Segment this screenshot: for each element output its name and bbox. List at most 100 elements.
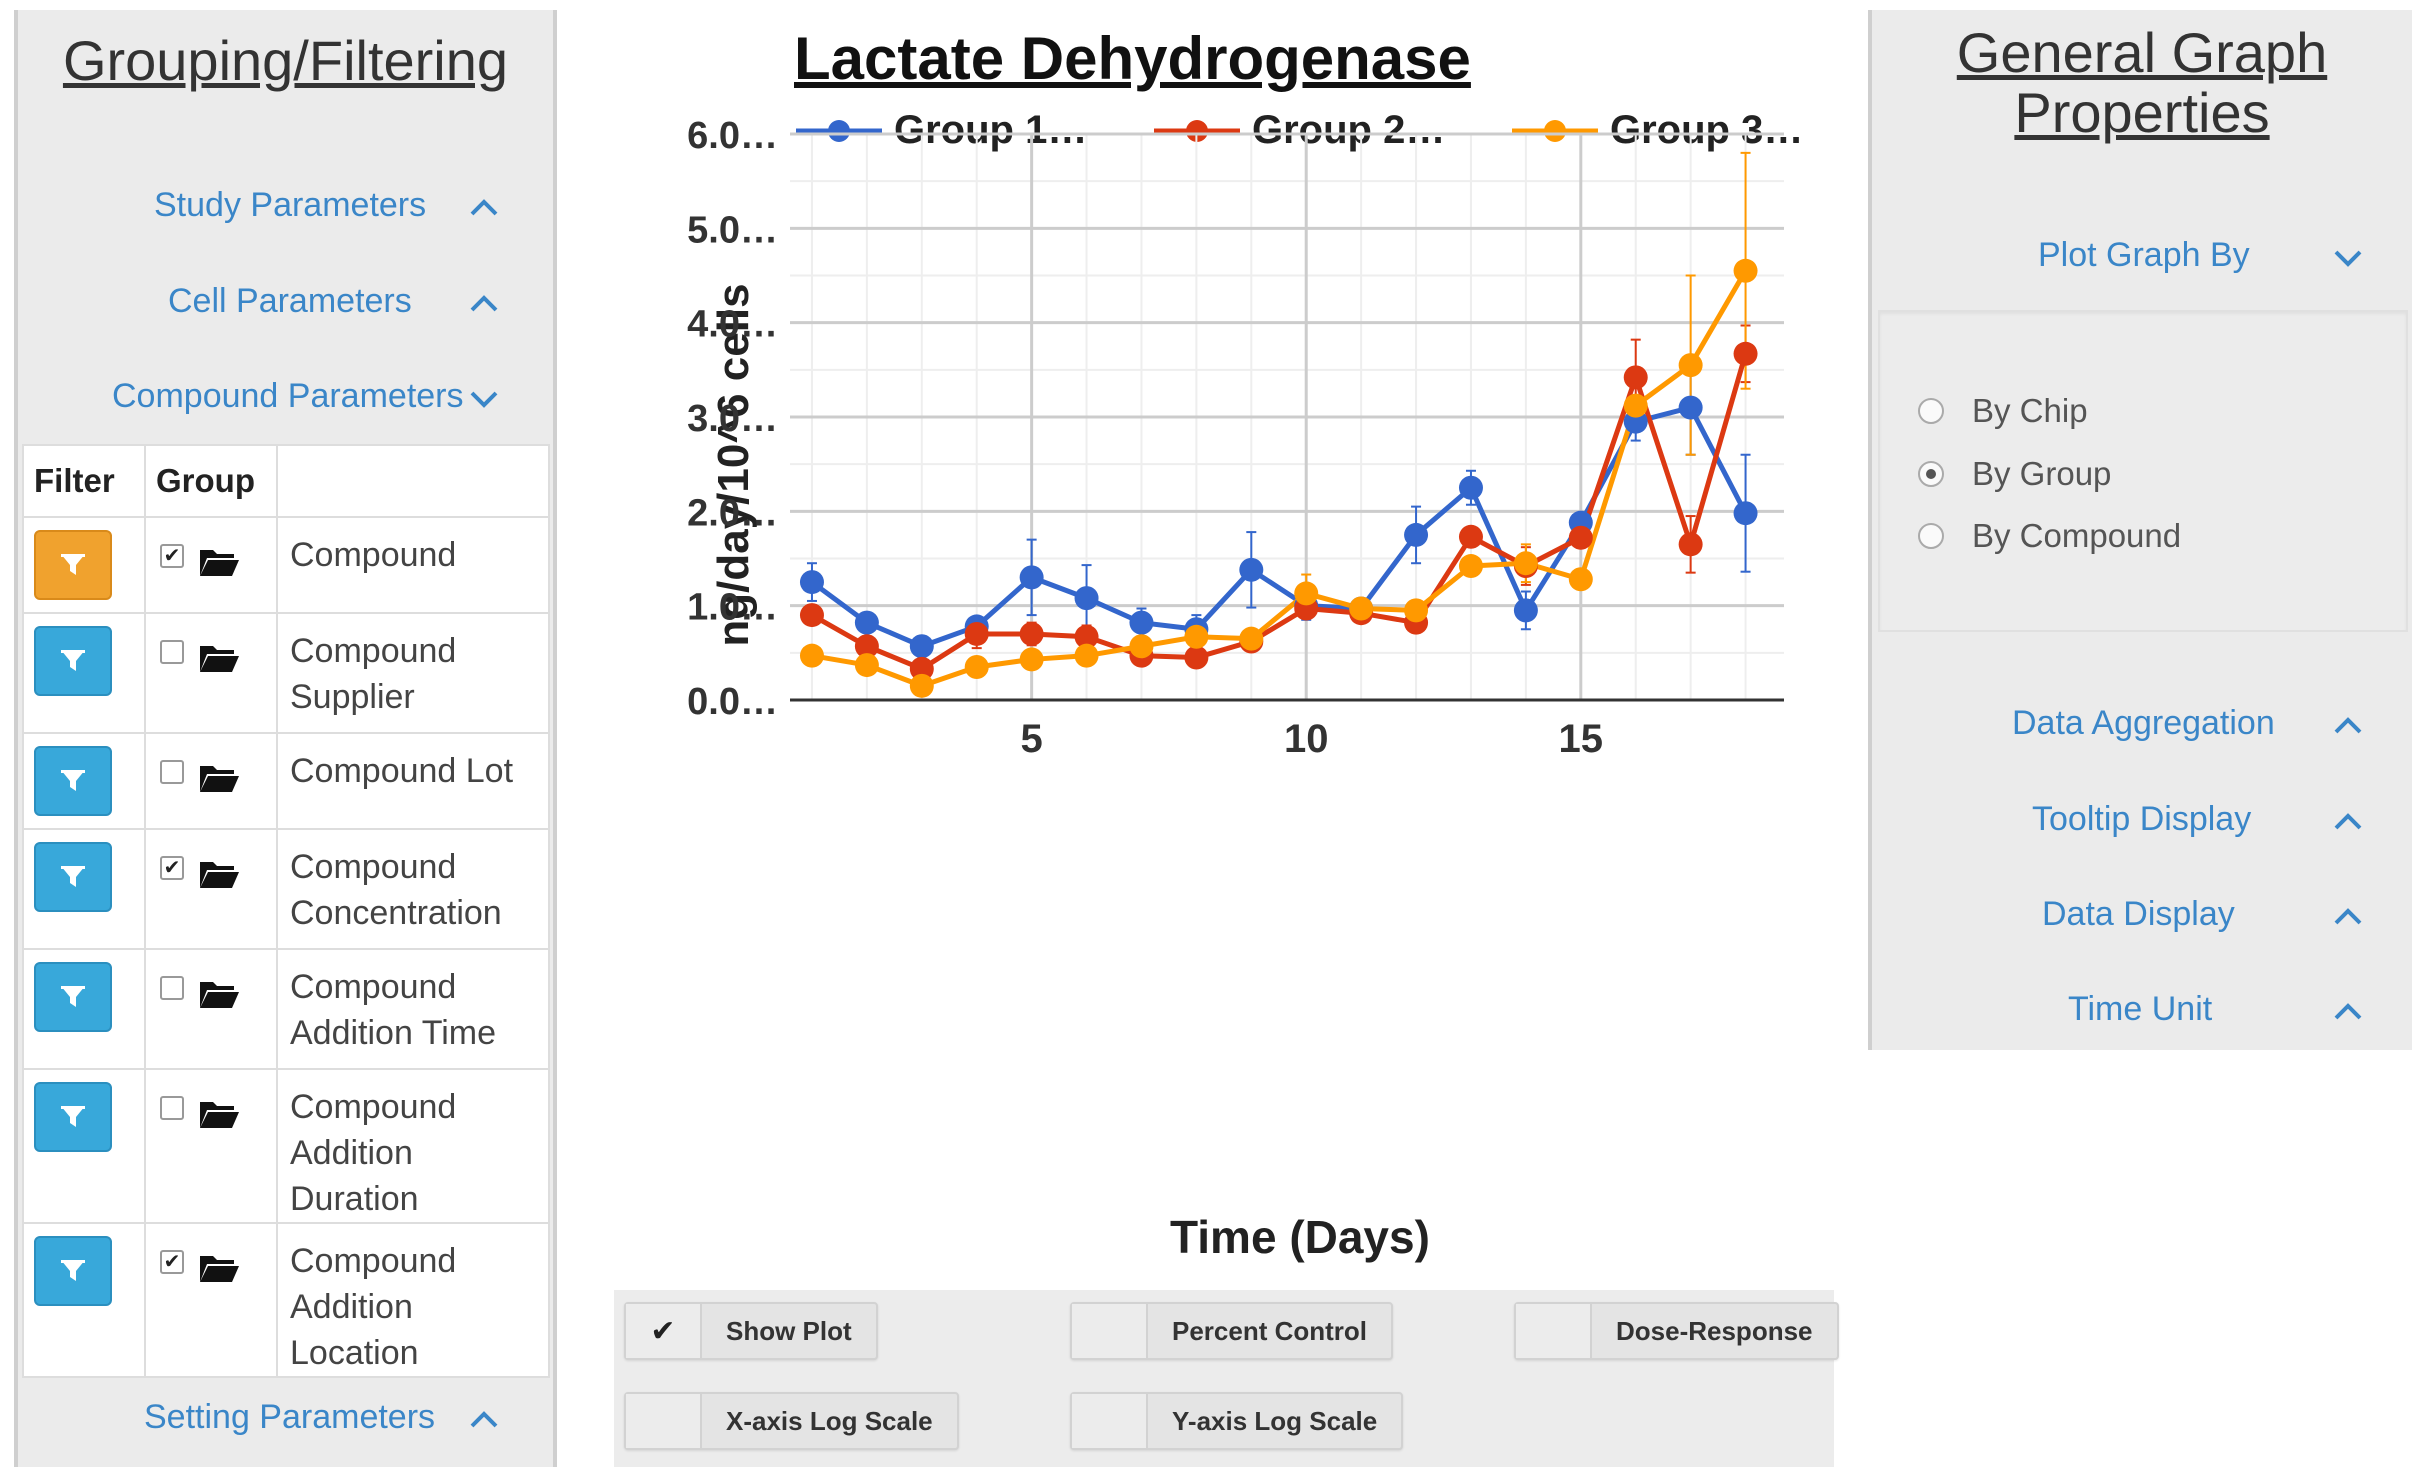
data-point-group-2[interactable] bbox=[1074, 624, 1099, 649]
accordion-label: Tooltip Display bbox=[2032, 800, 2252, 838]
data-point-group-1[interactable] bbox=[909, 634, 934, 659]
data-point-group-3[interactable] bbox=[1458, 554, 1483, 579]
data-point-group-3[interactable] bbox=[1019, 647, 1044, 672]
data-point-group-3[interactable] bbox=[1568, 567, 1593, 592]
group-checkbox[interactable] bbox=[160, 640, 184, 664]
data-point-group-2[interactable] bbox=[1568, 525, 1593, 550]
radio-icon[interactable] bbox=[1918, 461, 1944, 487]
data-point-group-3[interactable] bbox=[1733, 258, 1758, 283]
data-point-group-3[interactable] bbox=[1184, 624, 1209, 649]
data-point-group-3[interactable] bbox=[799, 643, 824, 668]
data-point-group-3[interactable] bbox=[1678, 353, 1703, 378]
accordion-time-unit[interactable]: Time Unit bbox=[1872, 990, 2412, 1050]
group-checkbox[interactable]: ✔ bbox=[160, 544, 184, 568]
radio-icon[interactable] bbox=[1918, 523, 1944, 549]
accordion-label: Cell Parameters bbox=[168, 282, 412, 320]
data-point-group-2[interactable] bbox=[1458, 524, 1483, 549]
data-point-group-2[interactable] bbox=[1019, 621, 1044, 646]
filter-icon bbox=[61, 1260, 85, 1281]
data-point-group-3[interactable] bbox=[909, 673, 934, 698]
x-axis-log-scale-checkbox[interactable] bbox=[626, 1394, 702, 1448]
data-point-group-2[interactable] bbox=[909, 656, 934, 681]
y-axis-log-scale-toggle[interactable]: Y-axis Log Scale bbox=[1070, 1392, 1404, 1450]
parameter-name: Compound Addition Duration bbox=[276, 1068, 550, 1224]
accordion-tooltip-display[interactable]: Tooltip Display bbox=[1872, 800, 2412, 860]
folder-icon bbox=[200, 982, 239, 1008]
accordion-study-parameters[interactable]: Study Parameters bbox=[18, 186, 553, 246]
filter-button[interactable] bbox=[34, 1082, 112, 1152]
dose-response-toggle[interactable]: Dose-Response bbox=[1514, 1302, 1839, 1360]
filter-cell bbox=[22, 1068, 146, 1224]
radio-icon[interactable] bbox=[1918, 398, 1944, 424]
data-point-group-2[interactable] bbox=[1678, 532, 1703, 557]
data-point-group-1[interactable] bbox=[854, 610, 879, 635]
legend-item-group-1[interactable]: Group 1… bbox=[794, 106, 1087, 156]
data-point-group-1[interactable] bbox=[1458, 475, 1483, 500]
data-point-group-2[interactable] bbox=[799, 603, 824, 628]
check-icon: ✔ bbox=[650, 1314, 676, 1348]
accordion-plot-graph-by[interactable]: Plot Graph By bbox=[1872, 236, 2412, 296]
filter-button[interactable] bbox=[34, 626, 112, 696]
group-checkbox[interactable]: ✔ bbox=[160, 856, 184, 880]
filter-button[interactable] bbox=[34, 962, 112, 1032]
data-point-group-3[interactable] bbox=[964, 654, 989, 679]
filter-icon bbox=[61, 866, 85, 887]
table-row: ✔ Compound Concentration bbox=[22, 828, 550, 950]
filter-button[interactable] bbox=[34, 842, 112, 912]
filter-button[interactable] bbox=[34, 1236, 112, 1306]
show-plot-checkbox[interactable]: ✔ bbox=[626, 1304, 702, 1358]
legend-item-group-3[interactable]: Group 3… bbox=[1510, 106, 1803, 156]
group-checkbox[interactable]: ✔ bbox=[160, 1250, 184, 1274]
data-point-group-3[interactable] bbox=[1513, 551, 1538, 576]
dose-response-checkbox[interactable] bbox=[1516, 1304, 1592, 1358]
filter-button[interactable] bbox=[34, 530, 112, 600]
data-point-group-2[interactable] bbox=[1733, 341, 1758, 366]
data-point-group-3[interactable] bbox=[1404, 598, 1429, 623]
legend-label: Group 1… bbox=[894, 108, 1088, 152]
accordion-data-display[interactable]: Data Display bbox=[1872, 895, 2412, 955]
data-point-group-1[interactable] bbox=[1733, 501, 1758, 526]
data-point-group-3[interactable] bbox=[1623, 393, 1648, 418]
data-point-group-1[interactable] bbox=[1239, 557, 1264, 582]
data-point-group-1[interactable] bbox=[799, 570, 824, 595]
data-point-group-3[interactable] bbox=[1129, 634, 1154, 659]
y-axis-log-scale-checkbox[interactable] bbox=[1072, 1394, 1148, 1448]
table-row: ✔ Compound Addition Location bbox=[22, 1222, 550, 1378]
accordion-cell-parameters[interactable]: Cell Parameters bbox=[18, 282, 553, 342]
show-plot-toggle[interactable]: ✔ Show Plot bbox=[624, 1302, 878, 1360]
legend-label: Group 3… bbox=[1610, 108, 1804, 152]
data-point-group-1[interactable] bbox=[1678, 395, 1703, 420]
data-point-group-1[interactable] bbox=[1513, 598, 1538, 623]
group-cell: ✔ bbox=[144, 516, 278, 614]
data-point-group-2[interactable] bbox=[1184, 645, 1209, 670]
x-axis-log-scale-toggle[interactable]: X-axis Log Scale bbox=[624, 1392, 959, 1450]
group-checkbox[interactable] bbox=[160, 1096, 184, 1120]
accordion-compound-parameters[interactable]: Compound Parameters bbox=[18, 377, 553, 437]
data-point-group-1[interactable] bbox=[1129, 610, 1154, 635]
data-point-group-3[interactable] bbox=[1074, 643, 1099, 668]
percent-control-checkbox[interactable] bbox=[1072, 1304, 1148, 1358]
data-point-group-3[interactable] bbox=[1294, 581, 1319, 606]
data-point-group-3[interactable] bbox=[1349, 596, 1374, 621]
parameter-name: Compound Lot bbox=[276, 732, 550, 830]
filter-button[interactable] bbox=[34, 746, 112, 816]
data-point-group-2[interactable] bbox=[1623, 365, 1648, 390]
accordion-data-aggregation[interactable]: Data Aggregation bbox=[1872, 704, 2412, 764]
compound-parameters-table: Filter Group ✔ Compound Compound Supplier Co… bbox=[22, 444, 550, 1378]
data-point-group-3[interactable] bbox=[1239, 626, 1264, 651]
filter-cell bbox=[22, 828, 146, 950]
data-point-group-1[interactable] bbox=[1019, 565, 1044, 590]
data-point-group-1[interactable] bbox=[1404, 522, 1429, 547]
data-point-group-1[interactable] bbox=[1074, 586, 1099, 611]
legend-item-group-2[interactable]: Group 2… bbox=[1152, 106, 1445, 156]
data-point-group-2[interactable] bbox=[964, 621, 989, 646]
group-checkbox[interactable] bbox=[160, 760, 184, 784]
folder-icon bbox=[200, 1256, 239, 1282]
percent-control-toggle[interactable]: Percent Control bbox=[1070, 1302, 1394, 1360]
panel-title-line-1: General Graph bbox=[1956, 21, 2328, 84]
accordion-setting-parameters[interactable]: Setting Parameters bbox=[18, 1398, 553, 1458]
legend-swatch bbox=[1512, 120, 1598, 142]
group-checkbox[interactable] bbox=[160, 976, 184, 1000]
data-point-group-2[interactable] bbox=[854, 634, 879, 659]
data-point-group-3[interactable] bbox=[854, 653, 879, 678]
